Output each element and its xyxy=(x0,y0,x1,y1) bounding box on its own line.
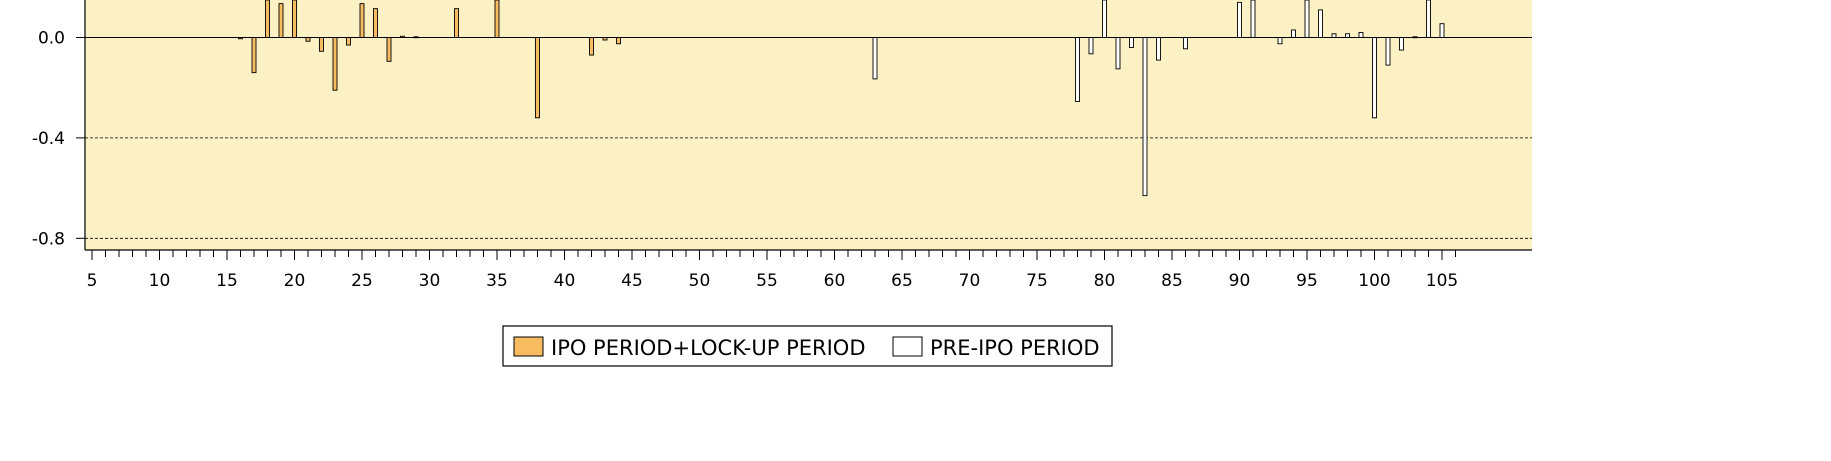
x-tick-label: 75 xyxy=(1026,271,1048,291)
bar-ipo xyxy=(359,3,365,38)
bar-pre-ipo xyxy=(1277,37,1283,45)
y-tick-label: -0.8 xyxy=(32,229,65,249)
x-tick-label: 10 xyxy=(149,271,171,291)
legend-swatch-ipo xyxy=(513,336,544,357)
bar-pre-ipo xyxy=(1129,37,1134,48)
x-tick-label: 85 xyxy=(1161,271,1183,291)
bar-pre-ipo xyxy=(1345,33,1350,38)
bar-ipo xyxy=(332,37,338,91)
bar-pre-ipo xyxy=(1399,37,1404,51)
x-tick-label: 90 xyxy=(1229,271,1251,291)
y-axis: 0.0 -0.4 -0.8 xyxy=(32,29,85,249)
bar-pre-ipo xyxy=(1237,1,1242,38)
bar-ipo xyxy=(589,37,594,56)
x-tick-label: 15 xyxy=(216,271,238,291)
bar-pre-ipo xyxy=(1439,23,1445,38)
x-tick-label: 20 xyxy=(284,271,306,291)
x-tick-label: 100 xyxy=(1358,271,1390,291)
bar-pre-ipo xyxy=(1291,29,1296,38)
bar-ipo xyxy=(265,0,270,38)
x-tick-label: 70 xyxy=(959,271,981,291)
bar-ipo xyxy=(305,37,311,42)
bar-pre-ipo xyxy=(1142,37,1148,197)
y-tick-label: -0.4 xyxy=(32,129,65,149)
bar-ipo xyxy=(346,37,351,46)
bar-ipo xyxy=(292,0,297,38)
x-tick-label: 5 xyxy=(87,271,98,291)
bar-pre-ipo xyxy=(1304,0,1310,38)
x-tick-label: 60 xyxy=(824,271,846,291)
bar-pre-ipo xyxy=(1331,33,1337,38)
bar-ipo xyxy=(535,37,540,119)
bar-pre-ipo xyxy=(1372,37,1377,119)
bar-pre-ipo xyxy=(1426,0,1431,38)
bar-pre-ipo xyxy=(872,37,878,80)
gridlines xyxy=(85,137,1532,239)
bar-pre-ipo xyxy=(1115,37,1121,70)
x-tick-label: 25 xyxy=(351,271,373,291)
legend-swatch-pre-ipo xyxy=(892,336,923,357)
legend-frame xyxy=(502,325,1113,367)
legend: IPO PERIOD+LOCK-UP PERIOD PRE-IPO PERIOD xyxy=(502,325,1113,367)
x-tick-label: 40 xyxy=(554,271,576,291)
x-tick-label: 45 xyxy=(621,271,643,291)
plot-area xyxy=(85,0,1532,250)
bar-ipo xyxy=(386,37,392,62)
bar-ipo xyxy=(616,37,621,45)
x-axis: 5 10 15 20 25 30 35 40 45 50 55 60 65 70 75 80 85 90 95 100… xyxy=(87,250,1458,291)
x-tick-label: 80 xyxy=(1094,271,1116,291)
bar-pre-ipo xyxy=(1385,37,1391,66)
bar-pre-ipo xyxy=(1102,0,1107,38)
legend-label-pre-ipo: PRE-IPO PERIOD xyxy=(930,336,1100,360)
bar-pre-ipo xyxy=(1183,37,1188,50)
x-tick-label: 95 xyxy=(1296,271,1318,291)
bar-ipo xyxy=(278,3,284,38)
legend-label-ipo: IPO PERIOD+LOCK-UP PERIOD xyxy=(551,336,866,360)
bar-ipo xyxy=(251,37,257,74)
x-tick-label: 55 xyxy=(756,271,778,291)
x-tick-label: 30 xyxy=(419,271,441,291)
bar-pre-ipo xyxy=(1075,37,1080,102)
bars-group xyxy=(238,0,1445,197)
bar-pre-ipo xyxy=(1156,37,1161,61)
x-tick-label: 35 xyxy=(486,271,508,291)
x-tick-label: 50 xyxy=(689,271,711,291)
bar-ipo xyxy=(494,0,500,38)
bar-ipo xyxy=(454,8,459,38)
x-tick-label: 105 xyxy=(1426,271,1458,291)
bar-pre-ipo xyxy=(1088,37,1094,55)
bar-pre-ipo xyxy=(1318,9,1323,38)
x-tick-label: 65 xyxy=(891,271,913,291)
bar-ipo xyxy=(319,37,324,52)
bar-ipo xyxy=(373,8,378,38)
bar-pre-ipo xyxy=(1358,32,1364,38)
y-tick-label: 0.0 xyxy=(38,29,65,49)
bar-pre-ipo xyxy=(1250,0,1256,38)
